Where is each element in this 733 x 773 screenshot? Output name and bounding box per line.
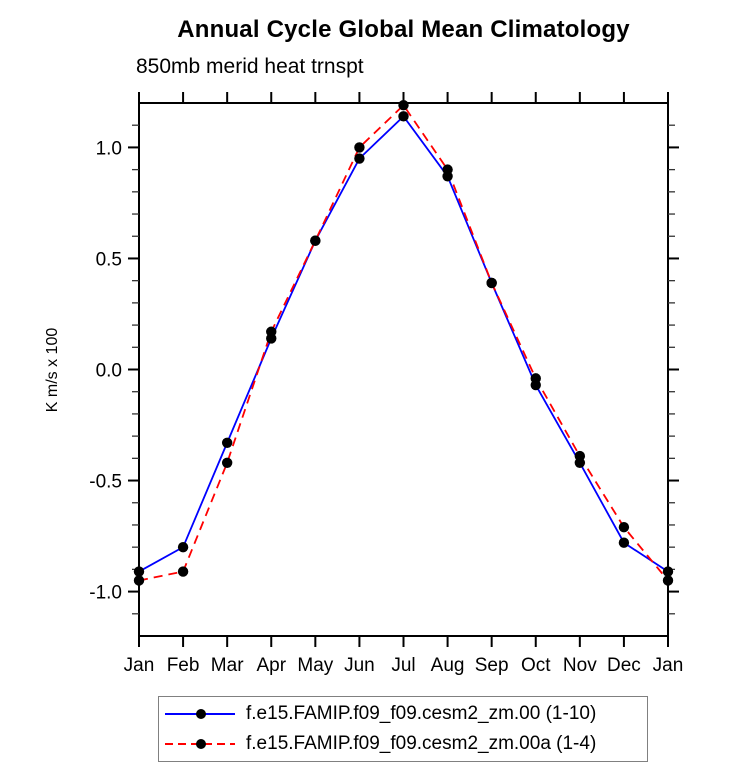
data-point-marker-series-1: [618, 521, 630, 533]
data-point-marker-series-1: [398, 100, 409, 111]
data-point-marker-series-1: [133, 575, 145, 586]
chart-title: Annual Cycle Global Mean Climatology: [177, 16, 630, 43]
data-point-marker-series-1: [310, 235, 321, 246]
data-point-marker-series-0: [221, 437, 233, 448]
series-line-1: [138, 103, 669, 582]
y-axis-title: K m/s x 100: [44, 328, 61, 413]
data-point-marker-series-0: [398, 111, 409, 122]
x-tick-label: Jul: [391, 655, 415, 676]
legend-item-series-1: f.e15.FAMIP.f09_f09.cesm2_zm.00a (1-4): [159, 730, 647, 758]
data-point-marker-series-0: [662, 566, 674, 577]
x-tick-label: Apr: [256, 655, 286, 676]
legend-label-series-1: f.e15.FAMIP.f09_f09.cesm2_zm.00a (1-4): [246, 733, 597, 755]
data-point-marker-series-0: [354, 153, 365, 164]
data-point-marker-series-1: [442, 164, 453, 175]
data-point-marker-series-0: [133, 566, 145, 577]
data-point-marker-series-1: [662, 575, 674, 586]
y-tick-label: -0.5: [89, 472, 122, 493]
x-tick-label: Dec: [607, 655, 641, 676]
data-point-marker-series-0: [618, 537, 630, 548]
x-tick-label: Oct: [521, 655, 551, 676]
x-tick-label: Aug: [431, 655, 465, 676]
data-point-marker-series-1: [266, 326, 277, 337]
x-tick-label: Jan: [124, 655, 155, 676]
data-point-marker-series-1: [486, 277, 497, 289]
legend-dashed-line-icon: [165, 739, 235, 750]
legend: f.e15.FAMIP.f09_f09.cesm2_zm.00 (1-10) f…: [158, 696, 648, 762]
data-point-marker-series-1: [530, 373, 541, 384]
y-tick-label: 0.0: [96, 361, 122, 382]
x-tick-label: Sep: [475, 655, 509, 676]
chart-subtitle: 850mb merid heat trnspt: [136, 55, 364, 78]
data-point-marker-series-1: [177, 566, 189, 577]
y-tick-label: -1.0: [89, 583, 122, 604]
x-tick-label: Jan: [653, 655, 684, 676]
series-line-0: [138, 114, 669, 573]
data-point-marker-series-1: [221, 457, 233, 468]
plot-frame: [138, 102, 669, 637]
x-tick-label: May: [297, 655, 333, 676]
y-tick-label: 0.5: [96, 249, 122, 270]
data-point-marker-series-1: [354, 142, 365, 153]
x-tick-label: Mar: [211, 655, 244, 676]
data-point-marker-series-0: [177, 541, 189, 553]
legend-label-series-0: f.e15.FAMIP.f09_f09.cesm2_zm.00 (1-10): [246, 702, 597, 724]
x-tick-label: Nov: [563, 655, 597, 676]
legend-solid-line-icon: [165, 708, 235, 719]
x-tick-label: Feb: [167, 655, 200, 676]
legend-item-series-0: f.e15.FAMIP.f09_f09.cesm2_zm.00 (1-10): [159, 700, 647, 728]
y-tick-label: 1.0: [96, 138, 122, 159]
x-tick-label: Jun: [344, 655, 375, 676]
data-point-marker-series-1: [574, 450, 586, 462]
